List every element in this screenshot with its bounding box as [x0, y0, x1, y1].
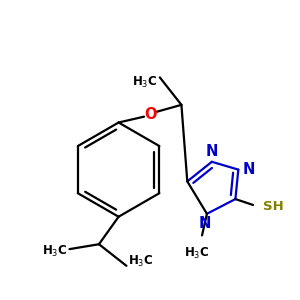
Text: H$_3$C: H$_3$C	[184, 246, 210, 261]
Text: N: N	[199, 216, 211, 231]
Text: H$_3$C: H$_3$C	[132, 74, 158, 89]
Text: O: O	[144, 107, 156, 122]
Text: H$_3$C: H$_3$C	[42, 244, 68, 259]
Text: N: N	[242, 162, 255, 177]
Text: SH: SH	[263, 200, 284, 213]
Text: N: N	[206, 144, 218, 159]
Text: H$_3$C: H$_3$C	[128, 254, 154, 269]
